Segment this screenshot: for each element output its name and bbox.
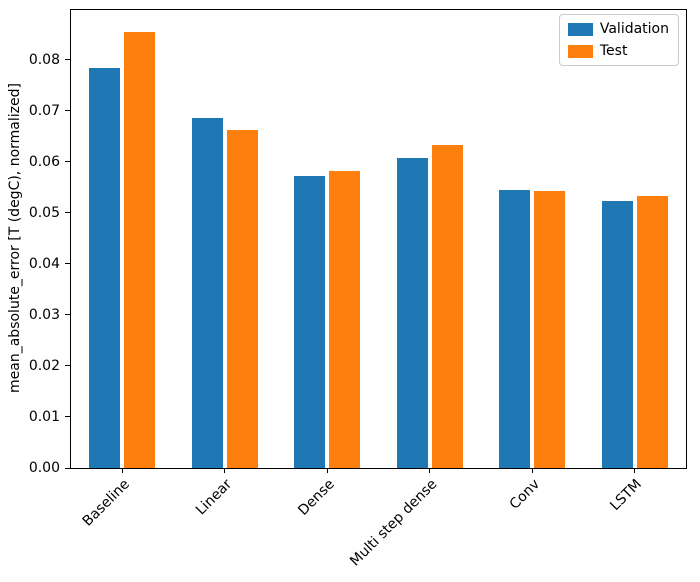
bar-validation-multi-step-dense xyxy=(396,158,428,468)
x-tick-mark xyxy=(634,468,636,473)
y-tick-mark xyxy=(65,59,70,61)
plot-area: 0.00 0.01 0.02 0.03 0.04 0.05 0.06 0.07 0.08 Base… xyxy=(29,9,687,569)
y-tick-label: 0.07 xyxy=(28,102,60,119)
legend: Validation Test xyxy=(558,14,679,66)
y-tick-mark xyxy=(65,416,70,418)
legend-swatch-test xyxy=(567,44,593,58)
x-tick-label: Baseline xyxy=(79,476,133,530)
bar-test-linear xyxy=(226,129,258,468)
x-tick-label: Linear xyxy=(193,476,236,519)
x-tick-mark xyxy=(121,468,123,473)
bar-test-lstm xyxy=(636,195,668,468)
y-tick-label: 0.05 xyxy=(28,204,60,221)
x-tick-mark xyxy=(531,468,533,473)
x-tick-label: Multi step dense xyxy=(347,476,441,570)
bar-validation-dense xyxy=(294,176,326,468)
x-tick-label: Dense xyxy=(295,476,338,519)
bar-test-baseline xyxy=(124,31,156,468)
y-tick-mark xyxy=(65,314,70,316)
x-tick-mark xyxy=(224,468,226,473)
x-tick-mark xyxy=(429,468,431,473)
y-tick-label: 0.06 xyxy=(28,153,60,170)
y-axis-label: mean_absolute_error [T (degC), normalize… xyxy=(7,83,23,393)
y-tick-label: 0.08 xyxy=(28,51,60,68)
legend-item: Validation xyxy=(567,21,669,37)
bar-validation-linear xyxy=(191,117,223,468)
x-tick-label: LSTM xyxy=(607,476,646,515)
bar-validation-baseline xyxy=(89,67,121,468)
legend-label: Validation xyxy=(599,21,669,37)
y-tick-label: 0.04 xyxy=(28,255,60,272)
legend-swatch-validation xyxy=(567,22,593,36)
y-tick-label: 0.03 xyxy=(28,306,60,323)
legend-label: Test xyxy=(599,43,628,59)
bar-validation-conv xyxy=(499,190,531,468)
y-tick-mark xyxy=(65,263,70,265)
y-tick-mark xyxy=(65,110,70,112)
bar-test-conv xyxy=(534,191,566,468)
x-tick-label: Conv xyxy=(506,476,543,513)
y-tick-mark xyxy=(65,161,70,163)
y-tick-label: 0.01 xyxy=(28,408,60,425)
y-tick-mark xyxy=(65,467,70,469)
y-tick-label: 0.02 xyxy=(28,357,60,374)
y-tick-mark xyxy=(65,365,70,367)
y-tick-label: 0.00 xyxy=(28,460,60,476)
x-tick-mark xyxy=(326,468,328,473)
bar-test-multi-step-dense xyxy=(431,144,463,468)
y-tick-mark xyxy=(65,212,70,214)
bar-test-dense xyxy=(329,170,361,468)
legend-item: Test xyxy=(567,43,669,59)
bar-validation-lstm xyxy=(601,200,633,468)
